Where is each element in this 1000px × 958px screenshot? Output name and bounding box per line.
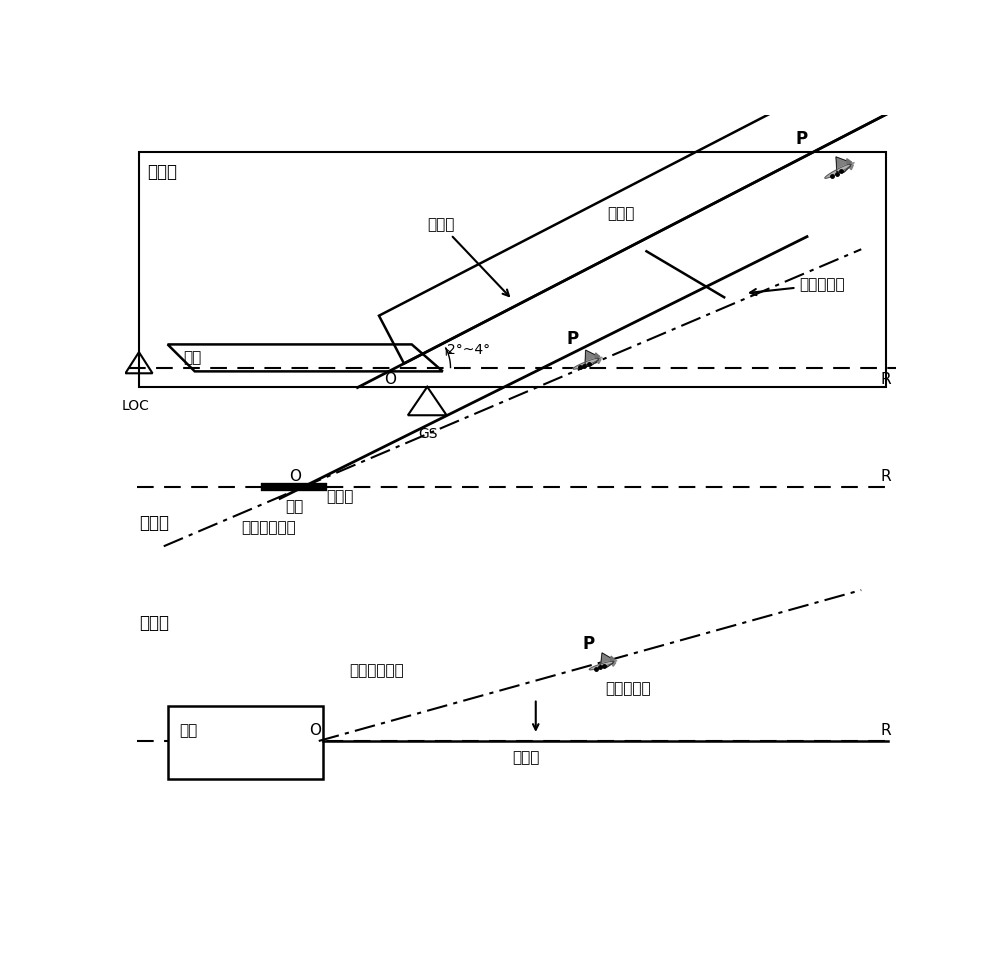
Polygon shape bbox=[585, 351, 598, 365]
Polygon shape bbox=[847, 161, 853, 170]
Text: 跑道: 跑道 bbox=[183, 350, 201, 365]
Text: 航向面: 航向面 bbox=[147, 164, 177, 181]
Text: P: P bbox=[582, 634, 594, 652]
Bar bbox=[168, 706, 323, 780]
Text: P: P bbox=[567, 331, 579, 349]
Text: P: P bbox=[795, 130, 807, 148]
Text: 下滑线: 下滑线 bbox=[427, 217, 509, 296]
Text: 跑道: 跑道 bbox=[285, 499, 303, 514]
Text: R: R bbox=[881, 468, 891, 484]
Polygon shape bbox=[573, 358, 599, 369]
Text: O: O bbox=[309, 722, 321, 738]
Bar bbox=[139, 152, 886, 387]
Text: 下滑线: 下滑线 bbox=[512, 750, 540, 765]
Text: 下滑面: 下滑面 bbox=[607, 206, 634, 221]
Text: 实际飞行轨迹: 实际飞行轨迹 bbox=[350, 664, 404, 678]
Text: GS: GS bbox=[418, 427, 437, 442]
Polygon shape bbox=[850, 163, 854, 166]
Text: 航向面: 航向面 bbox=[139, 614, 169, 632]
Text: 跑道: 跑道 bbox=[179, 722, 198, 738]
Text: 下滑道夹角: 下滑道夹角 bbox=[750, 278, 845, 295]
Text: R: R bbox=[881, 373, 891, 387]
Polygon shape bbox=[595, 353, 599, 358]
Text: 航向面: 航向面 bbox=[139, 513, 169, 532]
Text: 2°~4°: 2°~4° bbox=[447, 343, 490, 356]
Polygon shape bbox=[598, 357, 602, 360]
Polygon shape bbox=[847, 159, 851, 165]
Polygon shape bbox=[589, 661, 614, 670]
Text: O: O bbox=[290, 468, 302, 484]
Text: R: R bbox=[881, 722, 891, 738]
Polygon shape bbox=[825, 164, 851, 178]
Text: 航向面夹角: 航向面夹角 bbox=[606, 681, 651, 696]
Polygon shape bbox=[611, 656, 615, 661]
Text: LOC: LOC bbox=[122, 399, 150, 413]
Text: O: O bbox=[384, 373, 396, 387]
Polygon shape bbox=[595, 355, 601, 364]
Polygon shape bbox=[836, 157, 851, 172]
Polygon shape bbox=[613, 660, 617, 663]
Polygon shape bbox=[611, 658, 616, 666]
Text: 实际飞行轨迹: 实际飞行轨迹 bbox=[241, 520, 296, 536]
Polygon shape bbox=[601, 653, 613, 668]
Text: 下滑线: 下滑线 bbox=[326, 489, 354, 504]
